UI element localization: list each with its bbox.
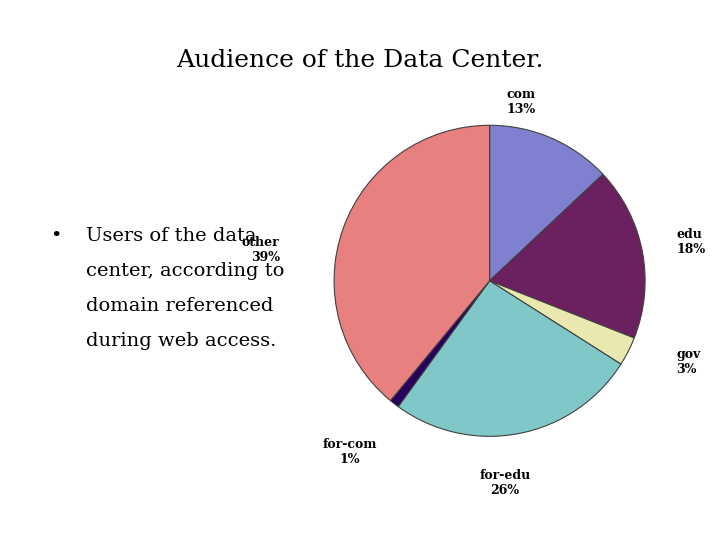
Text: for-edu
26%: for-edu 26% xyxy=(480,469,531,497)
Text: com
13%: com 13% xyxy=(506,88,535,116)
Wedge shape xyxy=(390,281,490,407)
Wedge shape xyxy=(490,125,603,281)
Wedge shape xyxy=(398,281,621,436)
Text: center, according to: center, according to xyxy=(86,262,285,280)
Text: during web access.: during web access. xyxy=(86,332,276,350)
Text: Audience of the Data Center.: Audience of the Data Center. xyxy=(176,49,544,72)
Text: gov
3%: gov 3% xyxy=(676,348,701,376)
Text: domain referenced: domain referenced xyxy=(86,297,274,315)
Text: edu
18%: edu 18% xyxy=(676,228,706,256)
Text: •: • xyxy=(50,227,62,245)
Wedge shape xyxy=(334,125,490,401)
Text: other
39%: other 39% xyxy=(242,235,279,264)
Wedge shape xyxy=(490,174,645,338)
Wedge shape xyxy=(490,281,634,364)
Text: for-com
1%: for-com 1% xyxy=(323,438,377,466)
Text: Users of the data: Users of the data xyxy=(86,227,257,245)
